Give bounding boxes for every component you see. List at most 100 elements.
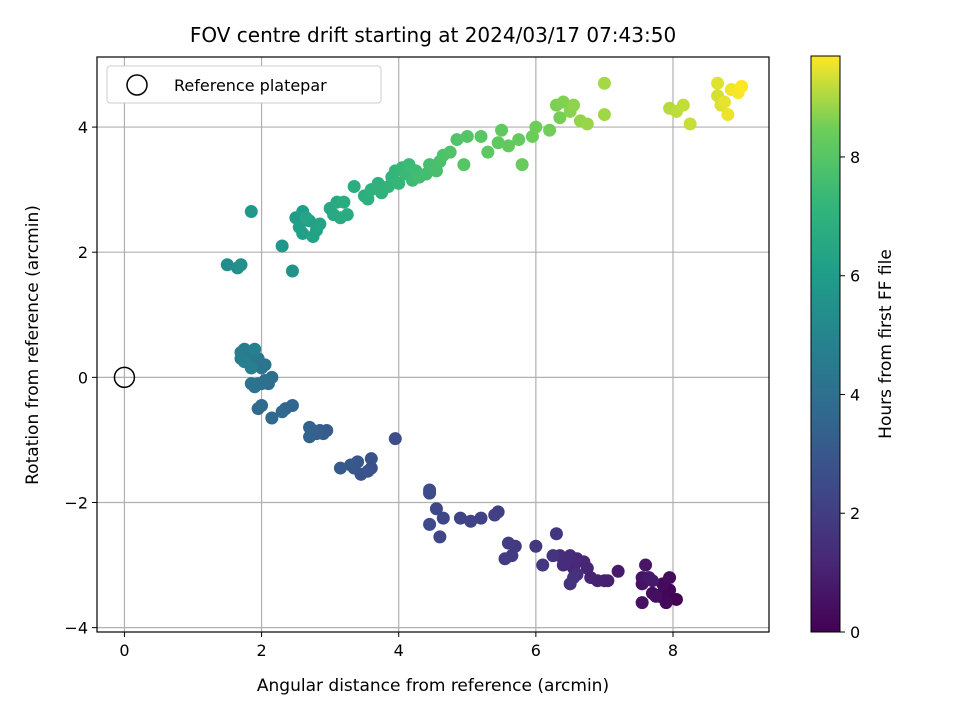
data-point-95 (285, 264, 299, 278)
data-points (220, 76, 749, 610)
data-point-141 (495, 123, 509, 137)
data-point-106 (299, 211, 313, 225)
data-point-159 (676, 98, 690, 112)
data-point-41 (488, 508, 502, 522)
data-point-1 (669, 592, 683, 606)
x-tick-label: 2 (256, 641, 266, 660)
data-point-136 (460, 129, 474, 143)
data-point-16 (611, 564, 625, 578)
reference-platepar-marker (113, 366, 136, 389)
data-point-53 (364, 452, 378, 466)
data-point-58 (344, 458, 358, 472)
data-point-15 (645, 574, 659, 588)
data-point-18 (601, 574, 615, 588)
data-point-66 (303, 430, 317, 444)
data-point-92 (220, 258, 234, 272)
data-point-5 (659, 596, 673, 610)
data-point-144 (515, 158, 529, 172)
data-point-48 (423, 517, 437, 531)
y-tick-label: −4 (64, 619, 88, 638)
data-point-96 (275, 239, 289, 253)
data-point-155 (597, 108, 611, 122)
y-axis-ticks: −4 −2 0 2 4 (64, 118, 97, 638)
data-point-7 (656, 577, 670, 591)
x-tick-label: 4 (394, 641, 404, 660)
y-tick-label: 0 (78, 368, 88, 387)
data-point-91 (248, 342, 262, 356)
legend-box (106, 65, 382, 104)
data-point-38 (498, 552, 512, 566)
data-point-50 (423, 483, 437, 497)
colorbar-tick-label: 0 (850, 623, 860, 642)
data-point-168 (735, 79, 749, 93)
y-tick-label: −2 (64, 493, 88, 512)
legend: Reference platepar (106, 65, 382, 104)
data-point-160 (683, 117, 697, 131)
data-point-165 (721, 108, 735, 122)
data-point-148 (553, 111, 567, 125)
colorbar-tick-label: 4 (850, 385, 860, 404)
data-point-42 (474, 511, 488, 525)
data-point-89 (234, 352, 248, 366)
data-point-43 (464, 514, 478, 528)
plot-frame (96, 56, 770, 633)
data-point-31 (563, 577, 577, 591)
data-point-59 (333, 461, 347, 475)
data-point-45 (436, 511, 450, 525)
data-point-142 (501, 139, 515, 153)
data-point-105 (313, 217, 327, 231)
data-point-90 (244, 361, 258, 375)
data-point-72 (251, 402, 265, 416)
x-tick-label: 6 (531, 641, 541, 660)
data-point-65 (303, 420, 317, 434)
data-point-10 (635, 596, 649, 610)
colorbar-tick-label: 2 (850, 504, 860, 523)
data-point-51 (388, 432, 402, 446)
colorbar: 0 2 4 6 8 Hours from first FF file (810, 55, 896, 642)
data-point-113 (347, 180, 361, 194)
x-axis-ticks: 0 2 4 6 8 (119, 632, 678, 660)
data-point-122 (392, 176, 406, 190)
data-point-140 (491, 136, 505, 150)
colorbar-tick-label: 6 (850, 267, 860, 286)
data-point-137 (457, 158, 471, 172)
grid-lines (97, 57, 769, 632)
data-point-147 (543, 123, 557, 137)
data-point-101 (296, 226, 310, 240)
data-point-164 (717, 95, 731, 109)
colorbar-ticks: 0 2 4 6 8 (840, 148, 860, 642)
y-axis-label: Rotation from reference (arcmin) (23, 205, 43, 485)
data-point-152 (567, 98, 581, 112)
data-point-135 (450, 133, 464, 147)
data-point-134 (443, 145, 457, 159)
data-point-13 (639, 558, 653, 572)
data-point-143 (512, 133, 526, 147)
colorbar-tick-label: 8 (850, 148, 860, 167)
data-point-163 (711, 76, 725, 90)
data-point-97 (244, 205, 258, 219)
data-point-69 (275, 405, 289, 419)
data-point-111 (340, 208, 354, 222)
data-point-94 (234, 258, 248, 272)
data-point-146 (529, 120, 543, 134)
data-point-138 (474, 129, 488, 143)
data-point-39 (501, 536, 515, 550)
data-point-44 (453, 511, 467, 525)
data-point-79 (244, 377, 258, 391)
x-tick-label: 8 (668, 641, 678, 660)
data-point-139 (481, 145, 495, 159)
data-point-34 (536, 558, 550, 572)
data-point-150 (556, 95, 570, 109)
data-point-9 (645, 586, 659, 600)
data-point-156 (597, 76, 611, 90)
data-point-112 (337, 195, 351, 209)
data-point-35 (529, 539, 543, 553)
legend-entry-reference: Reference platepar (174, 76, 327, 95)
colorbar-label: Hours from first FF file (876, 249, 896, 439)
y-tick-label: 2 (78, 243, 88, 262)
data-point-70 (265, 411, 279, 425)
data-point-32 (546, 549, 560, 563)
data-point-33 (549, 527, 563, 541)
data-point-47 (429, 502, 443, 516)
